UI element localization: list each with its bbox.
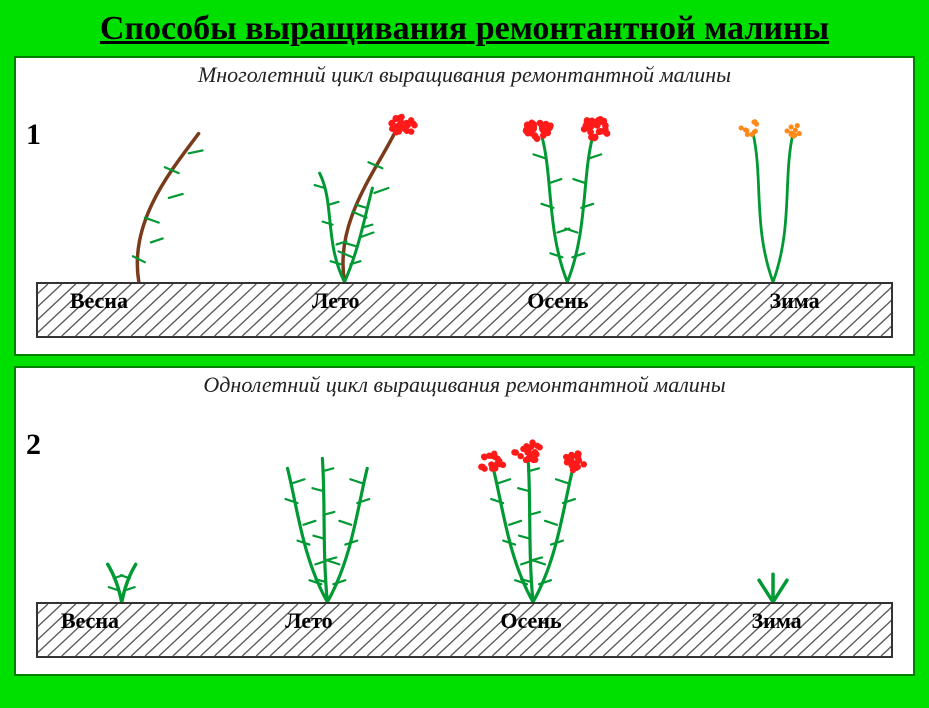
season-label: Весна <box>70 288 128 314</box>
season-label: Зима <box>752 608 802 634</box>
panel-perennial: Многолетний цикл выращивания ремонтантно… <box>14 56 915 356</box>
panel-1-ground <box>36 282 893 338</box>
season-label: Лето <box>312 288 360 314</box>
main-title: Способы выращивания ремонтантной малины <box>14 8 915 50</box>
panel-annual: Однолетний цикл выращивания ремонтантной… <box>14 366 915 676</box>
season-label: Осень <box>527 288 588 314</box>
panel-1-subtitle: Многолетний цикл выращивания ремонтантно… <box>16 58 913 88</box>
season-label: Осень <box>500 608 561 634</box>
season-label: Зима <box>769 288 819 314</box>
panel-1-plant-area <box>36 94 893 282</box>
infographic-frame: Способы выращивания ремонтантной малины … <box>0 0 929 708</box>
season-label: Весна <box>61 608 119 634</box>
season-label: Лето <box>285 608 333 634</box>
panel-2-subtitle: Однолетний цикл выращивания ремонтантной… <box>16 368 913 398</box>
panel-2-plant-area <box>36 404 893 602</box>
